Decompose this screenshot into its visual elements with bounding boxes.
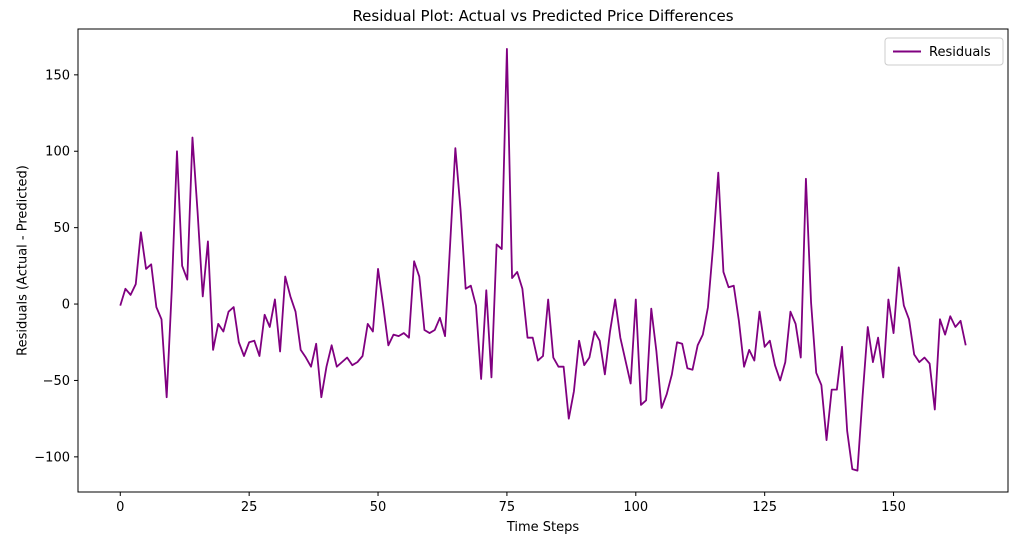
series-line-residuals xyxy=(119,47,967,472)
y-axis-ticks: −100 −50 0 50 100 150 xyxy=(34,68,78,465)
series-layer xyxy=(119,47,967,472)
plot-frame xyxy=(77,28,1009,493)
x-tick-label: 0 xyxy=(116,500,124,515)
y-tick-label: 50 xyxy=(53,221,70,236)
y-tick-label: 100 xyxy=(45,145,70,160)
y-tick-label: −50 xyxy=(43,374,70,389)
x-axis-ticks: 0 25 50 75 100 125 150 xyxy=(116,492,906,515)
legend-box xyxy=(884,37,1004,66)
x-tick-label: 125 xyxy=(752,500,777,515)
y-tick-label: 0 xyxy=(62,298,70,313)
y-tick-label: −100 xyxy=(34,450,70,465)
chart-title: Residual Plot: Actual vs Predicted Price… xyxy=(352,7,733,25)
x-tick-label: 50 xyxy=(370,500,387,515)
x-tick-label: 25 xyxy=(241,500,258,515)
legend-label-residuals: Residuals xyxy=(929,45,991,60)
x-tick-label: 100 xyxy=(623,500,648,515)
y-tick-label: 150 xyxy=(45,68,70,83)
x-tick-label: 75 xyxy=(499,500,516,515)
x-axis-label: Time Steps xyxy=(506,520,580,535)
legend: Residuals xyxy=(884,37,1004,66)
y-axis-label: Residuals (Actual - Predicted) xyxy=(16,165,31,356)
x-tick-label: 150 xyxy=(881,500,906,515)
